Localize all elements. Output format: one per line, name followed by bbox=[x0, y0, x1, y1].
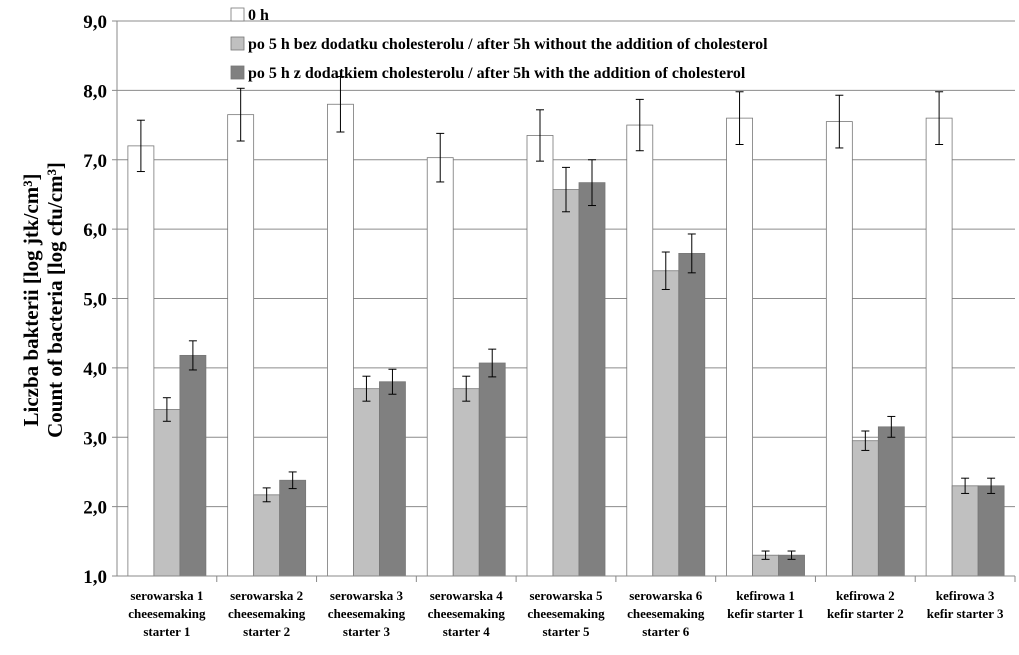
x-tick-label: serowarska 1 bbox=[130, 588, 203, 603]
y-axis-label-line-2: Count of bacteria [log cfu/cm³] bbox=[43, 162, 67, 438]
x-tick-label: kefir starter 2 bbox=[827, 606, 904, 621]
x-tick-label: serowarska 6 bbox=[629, 588, 703, 603]
bars bbox=[127, 103, 1005, 577]
x-tick-label: cheesemaking bbox=[527, 606, 605, 621]
y-axis-label-line-1: Liczba bakterii [log jtk/cm³] bbox=[19, 173, 43, 426]
x-tick-label: kefirowa 1 bbox=[736, 588, 795, 603]
bar bbox=[227, 114, 255, 577]
bar bbox=[426, 157, 454, 577]
x-tick-label: starter 6 bbox=[642, 624, 690, 639]
bar bbox=[379, 381, 406, 577]
y-tick-label: 7,0 bbox=[83, 151, 107, 172]
bar bbox=[353, 388, 380, 577]
y-axis-label: Liczba bakterii [log jtk/cm³] Count of b… bbox=[19, 162, 67, 438]
bar bbox=[253, 494, 281, 577]
x-tick-label: kefir starter 3 bbox=[927, 606, 1004, 621]
x-tick-label: cheesemaking bbox=[627, 606, 705, 621]
x-tick-label: kefirowa 3 bbox=[936, 588, 995, 603]
bar bbox=[127, 145, 155, 577]
bar bbox=[179, 354, 207, 577]
x-tick-label: serowarska 4 bbox=[430, 588, 504, 603]
bar bbox=[951, 485, 979, 577]
x-tick-label: cheesemaking bbox=[128, 606, 206, 621]
bar bbox=[652, 270, 680, 577]
bar bbox=[578, 182, 606, 577]
x-tick-label: cheesemaking bbox=[428, 606, 506, 621]
y-tick-label: 5,0 bbox=[83, 290, 107, 311]
bar bbox=[851, 440, 879, 577]
x-tick-label: kefir starter 1 bbox=[727, 606, 804, 621]
bar bbox=[726, 117, 753, 577]
legend-swatch bbox=[230, 65, 245, 80]
y-tick-label: 1,0 bbox=[83, 567, 107, 588]
error-bars bbox=[136, 76, 996, 560]
x-tick-label: starter 1 bbox=[143, 624, 190, 639]
x-tick-label: starter 2 bbox=[243, 624, 290, 639]
bar bbox=[153, 409, 181, 577]
x-tick-label: kefirowa 2 bbox=[836, 588, 895, 603]
y-tick-label: 3,0 bbox=[83, 428, 107, 449]
bar bbox=[478, 362, 506, 577]
x-tick-label: starter 5 bbox=[542, 624, 590, 639]
legend-label: 0 h bbox=[248, 7, 269, 24]
y-tick-label: 9,0 bbox=[83, 12, 107, 33]
legend-swatch bbox=[230, 7, 245, 22]
bar bbox=[279, 479, 307, 577]
x-tick-label: starter 4 bbox=[443, 624, 491, 639]
bar bbox=[452, 388, 480, 577]
x-tick-labels: serowarska 1 cheesemaking starter 1 serowar… bbox=[128, 588, 1004, 639]
bar bbox=[877, 426, 905, 577]
x-tick-label: serowarska 2 bbox=[230, 588, 303, 603]
axes bbox=[112, 20, 1016, 582]
legend: 0 h po 5 h bez dodatku cholesterolu / aft… bbox=[230, 7, 768, 82]
x-tick-label: serowarska 3 bbox=[330, 588, 404, 603]
legend-label: po 5 h z dodatkiem cholesterolu / after … bbox=[248, 65, 746, 82]
legend-label: po 5 h bez dodatku cholesterolu / after … bbox=[248, 36, 768, 53]
legend-swatch bbox=[230, 36, 245, 51]
y-tick-label: 4,0 bbox=[83, 359, 107, 380]
bar bbox=[925, 117, 953, 577]
bar bbox=[678, 253, 706, 577]
x-tick-label: cheesemaking bbox=[228, 606, 306, 621]
bar bbox=[327, 103, 354, 577]
y-tick-label: 2,0 bbox=[83, 498, 107, 519]
x-tick-label: starter 3 bbox=[343, 624, 391, 639]
y-tick-label: 6,0 bbox=[83, 220, 107, 241]
y-tick-label: 8,0 bbox=[83, 81, 107, 102]
bar bbox=[526, 135, 554, 577]
bar bbox=[626, 124, 654, 577]
bar bbox=[977, 485, 1005, 577]
x-tick-label: serowarska 5 bbox=[529, 588, 603, 603]
x-tick-label: cheesemaking bbox=[328, 606, 406, 621]
bar bbox=[825, 121, 853, 577]
bar bbox=[552, 189, 580, 577]
y-tick-labels: 1,0 2,0 3,0 4,0 5,0 6,0 7,0 8,0 9,0 bbox=[83, 12, 107, 588]
